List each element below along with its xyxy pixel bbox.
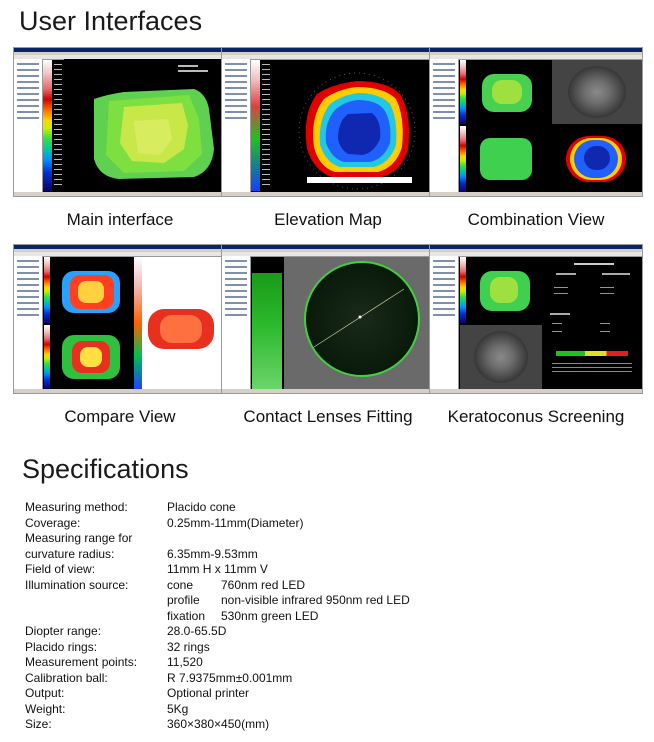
combo-eye-image (552, 60, 642, 124)
contact-lenses-fitting-caption: Contact Lenses Fitting (243, 407, 413, 426)
keratoconus-screening-panel: Keratoconus Screening (429, 244, 643, 426)
spec-row: curvature radius: 6.35mm-9.53mm (25, 547, 645, 563)
spec-value: Placido cone (167, 500, 236, 514)
spec-row: Weight: 5Kg (25, 702, 645, 718)
kerato-eye-image (460, 325, 542, 389)
spec-row: Output: Optional printer (25, 686, 645, 702)
user-interfaces-heading: User Interfaces (19, 6, 203, 36)
main-interface-panel: Main interface (13, 47, 227, 229)
combination-view-screenshot (429, 47, 643, 197)
illumination-name: profile (167, 593, 200, 607)
spec-label: Illumination source: (25, 577, 129, 592)
contact-lenses-fitting-panel: Contact Lenses Fitting (221, 244, 435, 426)
spec-row: Size: 360×380×450(mm) (25, 717, 645, 733)
spec-row: Illumination source: cone 760nm red LED (25, 578, 645, 594)
spec-row: Calibration ball: R 7.9375mm±0.001mm (25, 671, 645, 687)
spec-label: Measuring method: (25, 500, 128, 514)
spec-row: Measuring method: Placido cone (25, 500, 645, 516)
spec-label: Coverage: (25, 515, 81, 530)
compare-map-bottom (44, 325, 132, 389)
spec-label: Measurement points: (25, 655, 138, 669)
elevation-map-panel: Elevation Map (221, 47, 435, 229)
compare-map-top (44, 257, 132, 323)
elevation-map-graphic (298, 72, 416, 190)
spec-row: Placido rings: 32 rings (25, 640, 645, 656)
combo-elevation-map (552, 126, 642, 192)
spec-value: 11mm H x 11mm V (167, 562, 268, 576)
spec-row: fixation 530nm green LED (25, 609, 645, 625)
lens-fitting-image (284, 257, 434, 389)
kerato-results-panel (544, 257, 642, 389)
elevation-map-caption: Elevation Map (274, 210, 382, 229)
compare-view-screenshot (13, 244, 227, 394)
spec-row: Diopter range: 28.0-65.5D (25, 624, 645, 640)
spec-value: R 7.9375mm±0.001mm (167, 670, 293, 685)
spec-row: Field of view: 11mm H x 11mm V (25, 562, 645, 578)
spec-label: Calibration ball: (25, 670, 108, 685)
combo-curvature-top (460, 60, 550, 124)
fluorescein-scale (252, 257, 282, 389)
spec-value: 11,520 (167, 655, 203, 669)
spec-label: Field of view: (25, 562, 96, 576)
illumination-name: fixation (167, 608, 206, 623)
combination-view-caption: Combination View (467, 210, 605, 229)
spec-value: 6.35mm-9.53mm (167, 546, 258, 561)
spec-label: Weight: (25, 701, 66, 716)
spec-value: 0.25mm-11mm(Diameter) (167, 515, 304, 530)
spec-row: Coverage: 0.25mm-11mm(Diameter) (25, 516, 645, 532)
spec-value: 360×380×450(mm) (167, 717, 270, 731)
keratoconus-screening-caption: Keratoconus Screening (447, 407, 625, 426)
illumination-detail: non-visible infrared 950nm red LED (221, 593, 410, 607)
compare-view-caption: Compare View (64, 407, 176, 426)
spec-value: Optional printer (167, 686, 250, 700)
spec-label: Diopter range: (25, 624, 102, 638)
spec-row: Measurement points: 11,520 (25, 655, 645, 671)
spec-label: Placido rings: (25, 639, 98, 654)
specifications-list: Measuring method: Placido cone Coverage:… (25, 500, 645, 733)
spec-value: 5Kg (167, 701, 189, 716)
spec-label: Output: (25, 686, 65, 700)
main-interface-screenshot (13, 47, 227, 197)
specifications-heading: Specifications (22, 454, 189, 484)
elevation-map-screenshot (221, 47, 435, 197)
spec-value: 32 rings (167, 639, 210, 654)
combination-view-panel: Combination View (429, 47, 643, 229)
spec-value: 28.0-65.5D (167, 624, 227, 638)
spec-row: profile non-visible infrared 950nm red L… (25, 593, 645, 609)
combo-curvature-bottom (460, 126, 550, 192)
kerato-curvature-map (460, 257, 542, 323)
illumination-detail: 530nm green LED (221, 608, 319, 623)
main-interface-caption: Main interface (66, 210, 174, 229)
illumination-detail: 760nm red LED (221, 577, 306, 592)
keratoconus-screening-screenshot (429, 244, 643, 394)
spec-label: Measuring range for (25, 531, 133, 545)
spec-row: Measuring range for (25, 531, 645, 547)
spec-label: Size: (25, 717, 52, 731)
compare-difference-map (134, 257, 226, 389)
compare-view-panel: Compare View (13, 244, 227, 426)
contact-lenses-fitting-screenshot (221, 244, 435, 394)
illumination-name: cone (167, 577, 194, 592)
spec-label: curvature radius: (25, 546, 115, 561)
curvature-map-graphic (64, 59, 226, 193)
